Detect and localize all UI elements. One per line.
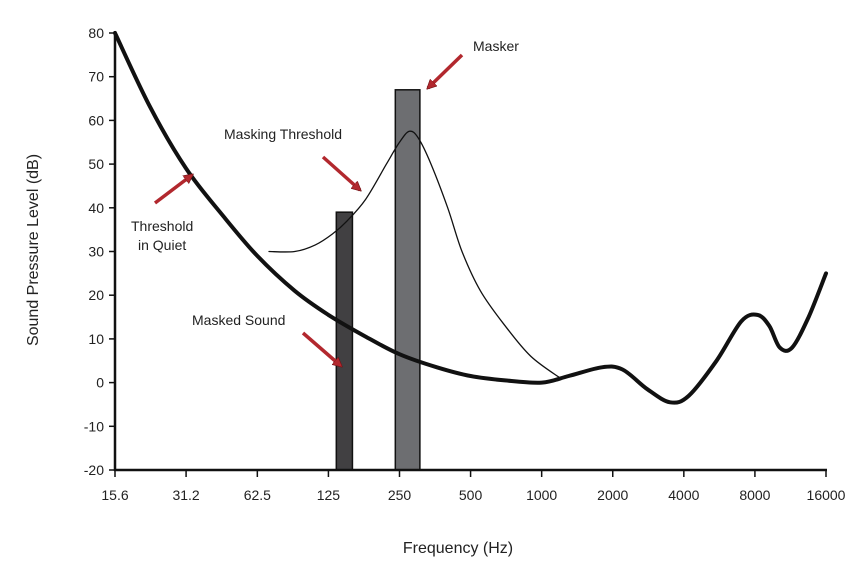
y-tick-label: 70 <box>88 69 104 85</box>
x-tick-label: 15.6 <box>101 487 128 503</box>
y-tick-label: 60 <box>88 112 104 128</box>
x-tick-label: 16000 <box>807 487 846 503</box>
y-tick-label: 50 <box>88 156 104 172</box>
x-tick-label: 4000 <box>668 487 699 503</box>
y-tick-label: -20 <box>84 462 104 478</box>
x-tick-label: 1000 <box>526 487 557 503</box>
x-tick-label: 500 <box>459 487 483 503</box>
series-line-threshold-in-quiet <box>113 31 828 405</box>
annotation-masking-threshold: Masking Threshold <box>224 126 342 142</box>
y-axis-title: Sound Pressure Level (dB) <box>25 154 42 346</box>
y-tick-label: 20 <box>88 287 104 303</box>
x-tick-label: 125 <box>317 487 341 503</box>
x-axis-ticks: 15.6 31.2 62.5 125 250 500 1000 2000 4000 8000 160… <box>101 470 846 503</box>
annotation-masker: Masker <box>473 38 519 54</box>
annotation-threshold-in-quiet-line1: Threshold <box>131 218 193 234</box>
y-axis-ticks: -20 -10 0 10 20 30 40 50 60 70 80 <box>84 25 115 478</box>
x-tick-label: 62.5 <box>244 487 271 503</box>
y-tick-label: -10 <box>84 418 104 434</box>
arrow-masker <box>428 53 464 88</box>
y-tick-label: 40 <box>88 200 104 216</box>
arrow-masking-threshold <box>321 155 360 190</box>
bar-masked-sound <box>335 211 354 471</box>
y-tick-label: 0 <box>96 375 104 391</box>
y-tick-label: 30 <box>88 244 104 260</box>
x-axis-title: Frequency (Hz) <box>403 540 513 557</box>
x-tick-label: 31.2 <box>172 487 199 503</box>
y-tick-label: 10 <box>88 331 104 347</box>
arrow-threshold-in-quiet <box>153 175 192 205</box>
x-tick-label: 2000 <box>597 487 628 503</box>
x-tick-label: 250 <box>388 487 412 503</box>
x-tick-label: 8000 <box>739 487 770 503</box>
y-tick-label: 80 <box>88 25 104 41</box>
bar-masker <box>394 89 421 471</box>
series-line-masking-threshold <box>268 130 562 379</box>
arrow-masked-sound <box>301 331 341 366</box>
annotation-threshold-in-quiet-line2: in Quiet <box>138 237 186 253</box>
annotation-masked-sound: Masked Sound <box>192 312 285 328</box>
